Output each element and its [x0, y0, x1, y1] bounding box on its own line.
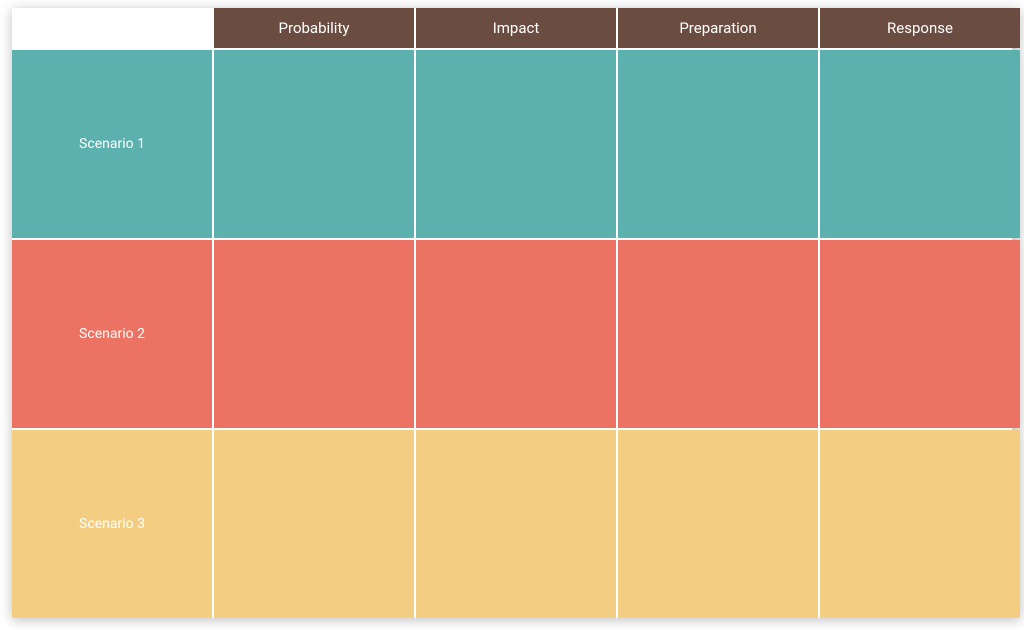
data-cell	[416, 430, 616, 618]
row-header-scenario-1: Scenario 1	[12, 50, 212, 238]
data-cell	[618, 430, 818, 618]
col-header-label: Preparation	[679, 19, 756, 37]
row-header-label: Scenario 1	[79, 136, 145, 152]
data-cell	[820, 430, 1020, 618]
data-cell	[214, 430, 414, 618]
row-header-label: Scenario 2	[79, 326, 145, 342]
row-header-scenario-3: Scenario 3	[12, 430, 212, 618]
row-header-label: Scenario 3	[79, 516, 145, 532]
data-cell	[820, 240, 1020, 428]
data-cell	[618, 240, 818, 428]
col-header-label: Impact	[493, 19, 540, 37]
data-cell	[820, 50, 1020, 238]
col-header-impact: Impact	[416, 8, 616, 48]
data-cell	[416, 240, 616, 428]
col-header-response: Response	[820, 8, 1020, 48]
col-header-label: Probability	[279, 19, 350, 37]
data-cell	[618, 50, 818, 238]
data-cell	[214, 50, 414, 238]
col-header-preparation: Preparation	[618, 8, 818, 48]
col-header-probability: Probability	[214, 8, 414, 48]
data-cell	[416, 50, 616, 238]
scenario-matrix: Probability Impact Preparation Response …	[12, 8, 1012, 618]
col-header-label: Response	[887, 19, 953, 37]
data-cell	[214, 240, 414, 428]
corner-cell	[12, 8, 212, 48]
row-header-scenario-2: Scenario 2	[12, 240, 212, 428]
